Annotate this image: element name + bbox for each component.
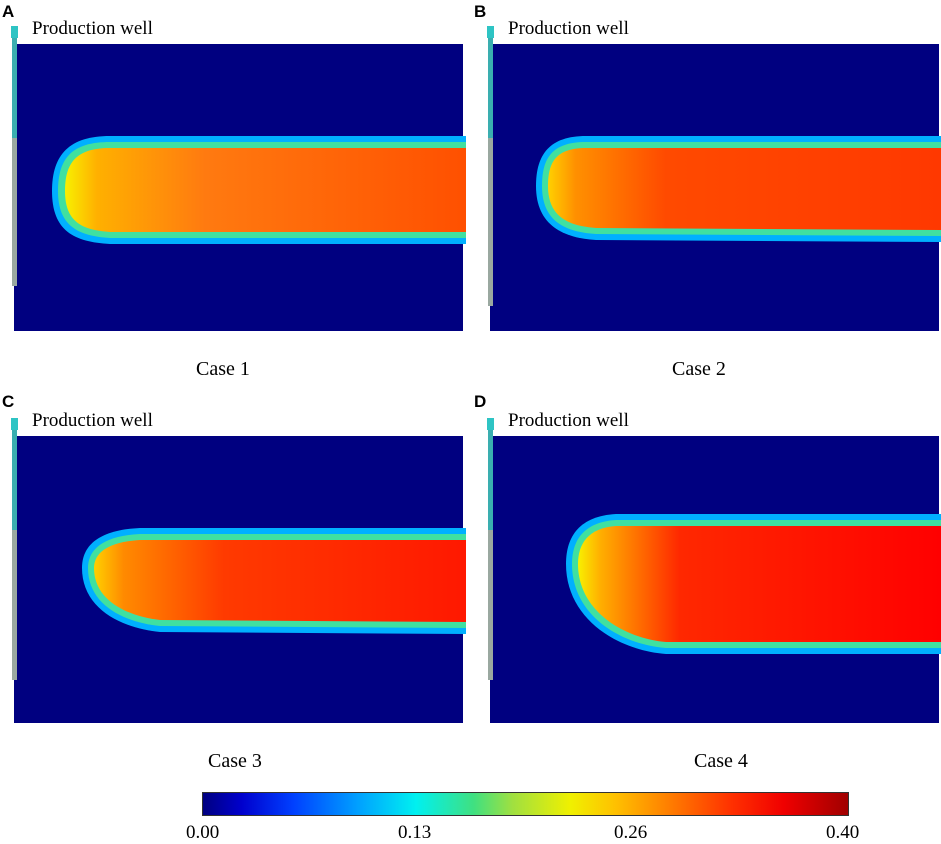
production-well bbox=[488, 418, 493, 680]
well-head-icon bbox=[487, 418, 494, 430]
well-head-icon bbox=[11, 26, 18, 38]
field-plot bbox=[11, 418, 466, 723]
colorbar-tick: 0.40 bbox=[826, 822, 860, 843]
field-plot bbox=[487, 418, 941, 723]
colorbar-tick: 0.26 bbox=[614, 822, 648, 843]
well-label: Production well bbox=[32, 18, 153, 39]
production-well bbox=[488, 26, 493, 306]
panel-letter: C bbox=[2, 392, 15, 411]
colorbar-tick: 0.13 bbox=[398, 822, 432, 843]
case-label: Case 2 bbox=[672, 358, 726, 380]
panel-letter: A bbox=[2, 2, 15, 21]
colorbar-tick: 0.00 bbox=[186, 822, 220, 843]
well-head-icon bbox=[487, 26, 494, 38]
well-screen bbox=[488, 430, 493, 530]
well-screen bbox=[12, 38, 17, 138]
well-label: Production well bbox=[32, 410, 153, 431]
well-screen bbox=[488, 38, 493, 138]
well-screen bbox=[12, 430, 17, 530]
well-label: Production well bbox=[508, 410, 629, 431]
plume-core bbox=[65, 148, 466, 232]
well-label: Production well bbox=[508, 18, 629, 39]
panel-letter: B bbox=[474, 2, 487, 21]
case-label: Case 3 bbox=[208, 750, 262, 772]
production-well bbox=[12, 26, 17, 286]
field-plot bbox=[487, 26, 941, 331]
case-label: Case 1 bbox=[196, 358, 250, 380]
colorbar bbox=[202, 792, 849, 816]
plume-core bbox=[578, 526, 941, 642]
panel-letter: D bbox=[474, 392, 487, 411]
plume-core bbox=[94, 540, 466, 622]
plume-core bbox=[548, 148, 941, 230]
case-label: Case 4 bbox=[694, 750, 748, 772]
field-plot bbox=[11, 26, 466, 331]
production-well bbox=[12, 418, 17, 680]
well-head-icon bbox=[11, 418, 18, 430]
